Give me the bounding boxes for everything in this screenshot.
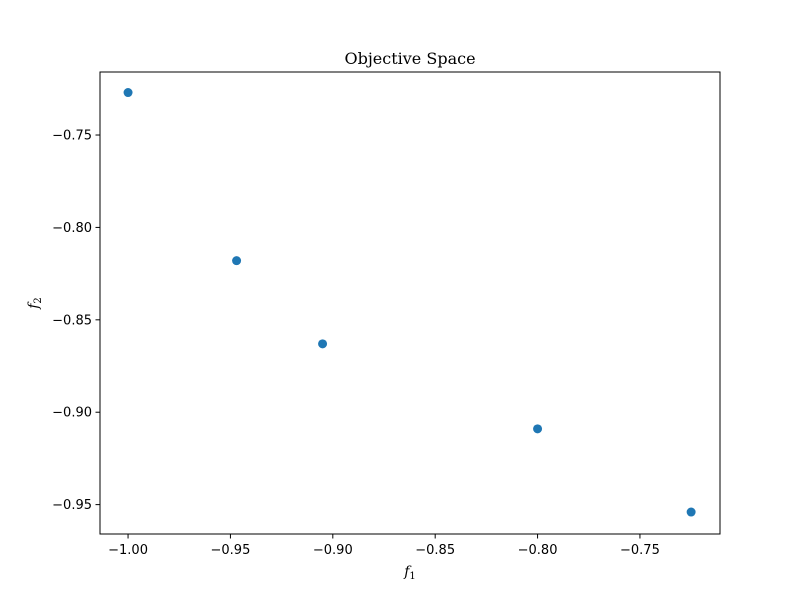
x-tick-label: −0.95 — [211, 543, 251, 558]
x-axis: −1.00 −0.95 −0.90 −0.85 −0.80 −0.75 — [108, 534, 660, 558]
x-tick-label: −0.75 — [620, 543, 660, 558]
axes-frame — [99, 71, 721, 535]
x-axis-label-subscript: 1 — [409, 571, 415, 582]
y-tick-label: −0.75 — [52, 129, 92, 144]
data-point — [318, 339, 328, 349]
y-axis: −0.75 −0.80 −0.85 −0.90 −0.95 — [52, 129, 100, 513]
data-point — [123, 88, 133, 98]
x-tick-label: −0.90 — [313, 543, 353, 558]
x-axis-label: f1 — [403, 564, 416, 582]
x-tick-label: −0.85 — [415, 543, 455, 558]
y-tick-label: −0.80 — [52, 221, 92, 236]
chart-title: Objective Space — [344, 49, 475, 68]
data-point — [533, 424, 543, 434]
y-axis-label-subscript: 2 — [33, 297, 44, 303]
y-tick-label: −0.90 — [52, 406, 92, 421]
x-tick-label: −0.80 — [518, 543, 558, 558]
y-tick-label: −0.85 — [52, 313, 92, 328]
y-axis-label: f2 — [26, 297, 44, 310]
x-tick-label: −1.00 — [108, 543, 148, 558]
data-point — [232, 256, 242, 266]
data-point — [686, 507, 696, 517]
plot-area — [123, 88, 696, 517]
y-tick-label: −0.95 — [52, 498, 92, 513]
